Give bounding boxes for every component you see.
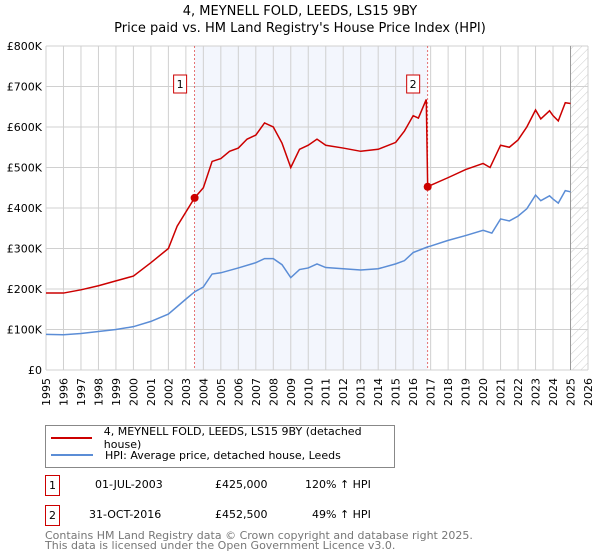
x-tick-label: 2013	[355, 378, 368, 406]
x-tick-label: 2012	[337, 378, 350, 406]
x-tick-label: 2008	[267, 378, 280, 406]
x-tick-label: 2024	[547, 378, 560, 406]
legend-label: 4, MEYNELL FOLD, LEEDS, LS15 9BY (detach…	[103, 425, 362, 451]
sale-row: 2 31-OCT-2016 £452,500 49% ↑ HPI	[45, 505, 405, 526]
y-tick-label: £800K	[7, 40, 43, 53]
x-tick-label: 1996	[57, 378, 70, 406]
x-tick-label: 2020	[477, 378, 490, 406]
sale-row: 1 01-JUL-2003 £425,000 120% ↑ HPI	[45, 475, 405, 496]
x-tick-label: 2022	[512, 378, 525, 406]
y-tick-label: £200K	[7, 283, 43, 296]
sale-hpi: 120% ↑ HPI	[305, 478, 371, 491]
sale-label: 2	[410, 78, 417, 91]
sale-badge: 2	[45, 505, 60, 526]
x-tick-label: 2004	[197, 378, 210, 406]
x-tick-label: 2016	[407, 378, 420, 406]
footer-line1: Contains HM Land Registry data © Crown c…	[45, 529, 473, 542]
hpi-line	[45, 189, 571, 336]
x-tick-label: 2018	[442, 378, 455, 406]
y-tick-label: £300K	[7, 243, 43, 256]
y-tick-label: £700K	[7, 81, 43, 94]
sale-label: 1	[177, 78, 184, 91]
x-tick-label: 1997	[75, 378, 88, 406]
x-tick-label: 2001	[145, 378, 158, 406]
sale-label-box	[406, 74, 421, 94]
x-tick-label: 2014	[372, 378, 385, 406]
y-tick-label: £600K	[7, 121, 43, 134]
chart-title: 4, MEYNELL FOLD, LEEDS, LS15 9BY	[182, 4, 418, 19]
sale-point	[423, 182, 432, 191]
footer: Contains HM Land Registry data © Crown c…	[45, 529, 473, 552]
footer-line2: This data is licensed under the Open Gov…	[45, 539, 396, 552]
x-tick-label: 2009	[285, 378, 298, 406]
x-tick-label: 2015	[390, 378, 403, 406]
x-tick-label: 2019	[460, 378, 473, 406]
sale-date: 01-JUL-2003	[95, 478, 163, 491]
x-tick-label: 2005	[215, 378, 228, 406]
sale-label-box	[173, 74, 188, 94]
x-tick-label: 2010	[302, 378, 315, 406]
plot-area: 1995 1996 1997 1998 1999 2000 2001 2002 2003 2004…	[7, 40, 595, 406]
x-tick-label: 2011	[320, 378, 333, 406]
x-tick-label: 2025	[565, 378, 578, 406]
y-tick-label: £0	[28, 364, 42, 377]
legend-swatch-blue	[51, 454, 93, 456]
sale-price: £452,500	[215, 508, 268, 521]
x-tick-label: 2003	[180, 378, 193, 406]
x-tick-label: 2017	[425, 378, 438, 406]
x-tick-label: 1999	[110, 378, 123, 406]
x-tick-label: 2023	[530, 378, 543, 406]
legend: 4, MEYNELL FOLD, LEEDS, LS15 9BY (detach…	[45, 425, 395, 468]
y-tick-label: £400K	[7, 202, 43, 215]
sale-date: 31-OCT-2016	[89, 508, 162, 521]
x-tick-label: 2021	[495, 378, 508, 406]
property-price-line	[46, 99, 571, 294]
x-tick-label: 1998	[92, 378, 105, 406]
y-tick-label: £100K	[7, 324, 43, 337]
legend-item-hpi: HPI: Average price, detached house, Leed…	[46, 447, 341, 463]
x-tick-label: 2007	[250, 378, 263, 406]
sale-price: £425,000	[215, 478, 268, 491]
y-tick-label: £500K	[7, 162, 43, 175]
legend-label: HPI: Average price, detached house, Leed…	[105, 448, 341, 462]
sale-badge: 1	[45, 475, 60, 496]
sale-hpi: 49% ↑ HPI	[312, 508, 371, 521]
x-tick-label: 2000	[127, 378, 140, 406]
x-tick-label: 1995	[40, 378, 53, 406]
x-tick-label: 2026	[582, 378, 595, 406]
sale-point	[190, 193, 199, 202]
chart-subtitle: Price paid vs. HM Land Registry's House …	[114, 21, 486, 36]
legend-swatch-red	[51, 437, 92, 439]
x-tick-label: 2002	[162, 378, 175, 406]
x-tick-label: 2006	[232, 378, 245, 406]
legend-item-property: 4, MEYNELL FOLD, LEEDS, LS15 9BY (detach…	[46, 425, 394, 451]
